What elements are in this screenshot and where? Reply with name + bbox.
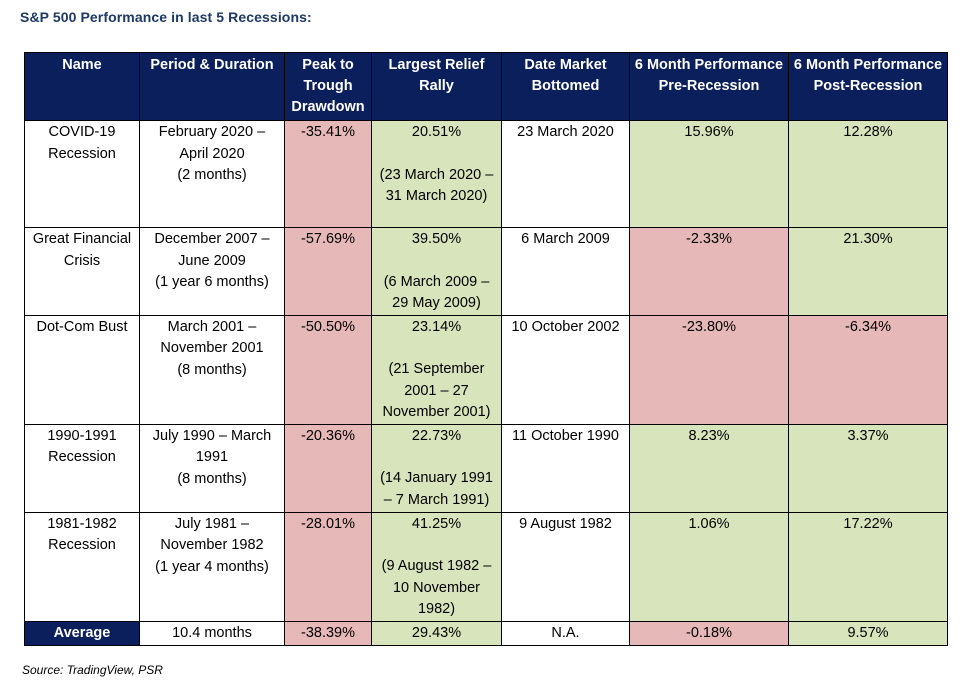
row-name: 1990-1991 Recession [24, 423, 140, 513]
header-name: Name [24, 52, 140, 121]
row-pre-recession: 15.96% [629, 120, 789, 228]
average-bottom-date: N.A. [501, 620, 630, 646]
rally-value: 20.51% [411, 124, 462, 140]
table-header-row: Name Period & Duration Peak to Trough Dr… [24, 52, 948, 121]
row-bottom-date: 6 March 2009 [501, 227, 630, 316]
duration-text: (8 months) [177, 470, 247, 487]
average-post-recession: 9.57% [788, 620, 948, 646]
rally-value: 23.14% [411, 318, 462, 335]
row-post-recession: 17.22% [788, 511, 948, 622]
page-title: S&P 500 Performance in last 5 Recessions… [20, 9, 312, 25]
row-rally: 23.14% (21 September 2001 – 27 November 2… [371, 314, 502, 425]
table-row: Great Financial Crisis December 2007 – J… [24, 227, 948, 316]
row-period: February 2020 – April 2020 (2 months) [139, 120, 285, 228]
row-post-recession: 12.28% [788, 120, 948, 228]
row-period: December 2007 – June 2009 (1 year 6 month… [139, 227, 285, 316]
row-pre-recession: -23.80% [629, 314, 789, 425]
rally-value: 22.73% [411, 427, 462, 444]
row-bottom-date: 23 March 2020 [501, 120, 630, 228]
average-row: Average 10.4 months -38.39% 29.43% N.A. … [24, 620, 948, 646]
recession-performance-table: Name Period & Duration Peak to Trough Dr… [24, 52, 948, 646]
row-rally: 22.73% (14 January 1991 – 7 March 1991) [371, 423, 502, 513]
average-label: Average [24, 620, 140, 646]
row-name: Dot-Com Bust [24, 314, 140, 425]
rally-range: (14 January 1991 – 7 March 1991) [380, 470, 493, 508]
source-note: Source: TradingView, PSR [22, 663, 163, 677]
rally-value: 39.50% [411, 231, 462, 247]
row-post-recession: -6.34% [788, 314, 948, 425]
row-drawdown: -50.50% [284, 314, 372, 425]
row-period: March 2001 – November 2001 (8 months) [139, 314, 285, 425]
average-period: 10.4 months [139, 620, 285, 646]
row-name: 1981-1982 Recession [24, 511, 140, 622]
average-pre-recession: -0.18% [629, 620, 789, 646]
rally-range: (23 March 2020 – 31 March 2020) [379, 166, 494, 205]
average-rally: 29.43% [371, 620, 502, 646]
header-period-duration: Period & Duration [139, 52, 285, 121]
row-bottom-date: 10 October 2002 [501, 314, 630, 425]
duration-text: (1 year 6 months) [155, 274, 269, 290]
row-period: July 1990 – March 1991 (8 months) [139, 423, 285, 513]
period-text: July 1981 – November 1982 [160, 515, 264, 554]
row-rally: 20.51% (23 March 2020 – 31 March 2020) [371, 120, 502, 228]
row-name: COVID-19 Recession [24, 120, 140, 228]
row-drawdown: -28.01% [284, 511, 372, 622]
row-drawdown: -20.36% [284, 423, 372, 513]
period-text: July 1990 – March 1991 [152, 427, 272, 466]
period-text: March 2001 – November 2001 [160, 318, 264, 357]
row-name: Great Financial Crisis [24, 227, 140, 316]
row-pre-recession: 8.23% [629, 423, 789, 513]
header-pre-recession: 6 Month Performance Pre-Recession [629, 52, 789, 121]
rally-range: (6 March 2009 – 29 May 2009) [383, 273, 490, 312]
table-row: Dot-Com Bust March 2001 – November 2001 (… [24, 314, 948, 425]
duration-text: (2 months) [177, 167, 247, 183]
table-row: 1990-1991 Recession July 1990 – March 19… [24, 423, 948, 513]
duration-text: (8 months) [177, 361, 247, 378]
row-drawdown: -57.69% [284, 227, 372, 316]
period-text: December 2007 – June 2009 [154, 231, 270, 269]
table-row: COVID-19 Recession February 2020 – April… [24, 120, 948, 228]
row-post-recession: 3.37% [788, 423, 948, 513]
row-period: July 1981 – November 1982 (1 year 4 month… [139, 511, 285, 622]
row-rally: 41.25% (9 August 1982 – 10 November 1982) [371, 511, 502, 622]
table-row: 1981-1982 Recession July 1981 – November… [24, 511, 948, 622]
header-post-recession: 6 Month Performance Post-Recession [788, 52, 948, 121]
rally-range: (21 September 2001 – 27 November 2001) [382, 361, 491, 420]
rally-range: (9 August 1982 – 10 November 1982) [381, 558, 492, 617]
period-text: February 2020 – April 2020 [158, 124, 266, 162]
row-pre-recession: 1.06% [629, 511, 789, 622]
row-pre-recession: -2.33% [629, 227, 789, 316]
header-relief-rally: Largest Relief Rally [371, 52, 502, 121]
row-bottom-date: 9 August 1982 [501, 511, 630, 622]
row-post-recession: 21.30% [788, 227, 948, 316]
rally-value: 41.25% [411, 515, 462, 532]
duration-text: (1 year 4 months) [155, 558, 269, 575]
header-date-bottomed: Date Market Bottomed [501, 52, 630, 121]
row-rally: 39.50% (6 March 2009 – 29 May 2009) [371, 227, 502, 316]
average-drawdown: -38.39% [284, 620, 372, 646]
row-bottom-date: 11 October 1990 [501, 423, 630, 513]
row-drawdown: -35.41% [284, 120, 372, 228]
header-drawdown: Peak to Trough Drawdown [284, 52, 372, 121]
